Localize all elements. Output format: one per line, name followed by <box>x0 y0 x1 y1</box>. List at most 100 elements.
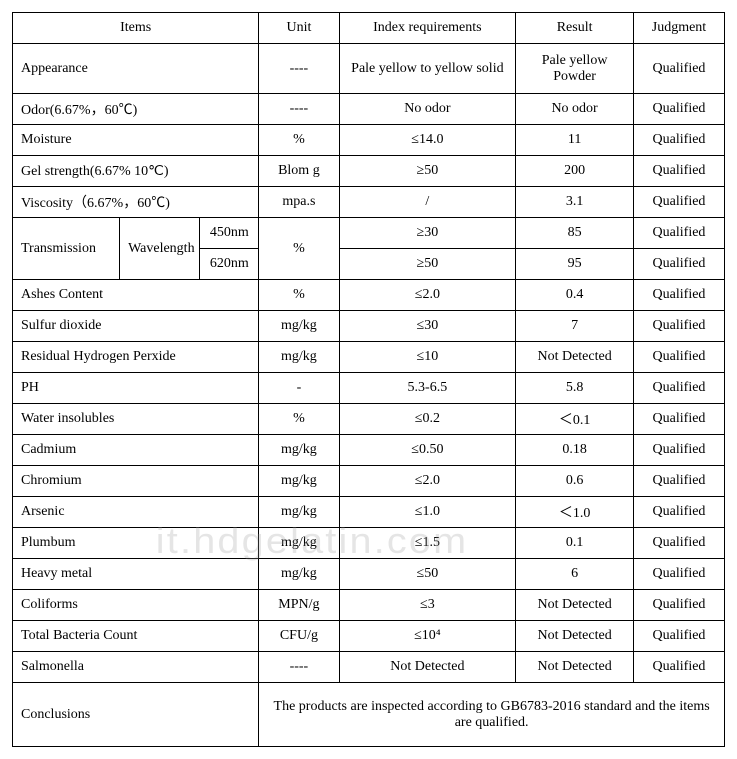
row-conclusions: Conclusions The products are inspected a… <box>13 683 725 747</box>
cell-item: Odor(6.67%，60℃) <box>13 94 259 125</box>
cell-result: 0.4 <box>516 280 634 311</box>
row-ph: PH - 5.3-6.5 5.8 Qualified <box>13 373 725 404</box>
cell-index: ≤3 <box>339 590 516 621</box>
cell-index: ≤1.5 <box>339 528 516 559</box>
cell-judgment: Qualified <box>633 187 724 218</box>
row-arsenic: Arsenic mg/kg ≤1.0 ＜1.0 Qualified <box>13 497 725 528</box>
conclusions-label: Conclusions <box>13 683 259 747</box>
cell-unit: - <box>259 373 339 404</box>
cell-item: Residual Hydrogen Perxide <box>13 342 259 373</box>
cell-result: 0.1 <box>516 528 634 559</box>
row-viscosity: Viscosity（6.67%，60℃) mpa.s / 3.1 Qualifi… <box>13 187 725 218</box>
cell-index: ≤14.0 <box>339 125 516 156</box>
cell-unit: % <box>259 404 339 435</box>
cell-unit: mg/kg <box>259 342 339 373</box>
row-gel: Gel strength(6.67% 10℃) Blom g ≥50 200 Q… <box>13 156 725 187</box>
cell-unit: ---- <box>259 652 339 683</box>
conclusions-text: The products are inspected according to … <box>259 683 725 747</box>
cell-index: ≥50 <box>339 249 516 280</box>
cell-judgment: Qualified <box>633 559 724 590</box>
cell-unit: % <box>259 125 339 156</box>
row-sulfur: Sulfur dioxide mg/kg ≤30 7 Qualified <box>13 311 725 342</box>
row-water: Water insolubles % ≤0.2 ＜0.1 Qualified <box>13 404 725 435</box>
cell-result: Not Detected <box>516 621 634 652</box>
row-moisture: Moisture % ≤14.0 11 Qualified <box>13 125 725 156</box>
cell-wl: 450nm <box>200 218 259 249</box>
cell-item: Coliforms <box>13 590 259 621</box>
cell-result: ＜0.1 <box>516 404 634 435</box>
cell-result: 3.1 <box>516 187 634 218</box>
spec-table: Items Unit Index requirements Result Jud… <box>12 12 725 747</box>
cell-item: Sulfur dioxide <box>13 311 259 342</box>
row-coliforms: Coliforms MPN/g ≤3 Not Detected Qualifie… <box>13 590 725 621</box>
cell-transmission: Transmission <box>13 218 120 280</box>
header-judgment: Judgment <box>633 13 724 44</box>
header-row: Items Unit Index requirements Result Jud… <box>13 13 725 44</box>
cell-index: ≥50 <box>339 156 516 187</box>
cell-unit: CFU/g <box>259 621 339 652</box>
cell-unit: mg/kg <box>259 559 339 590</box>
cell-unit: ---- <box>259 44 339 94</box>
cell-unit: mg/kg <box>259 497 339 528</box>
cell-item: Heavy metal <box>13 559 259 590</box>
cell-index: / <box>339 187 516 218</box>
header-index: Index requirements <box>339 13 516 44</box>
cell-item: Moisture <box>13 125 259 156</box>
cell-unit: Blom g <box>259 156 339 187</box>
cell-result: 5.8 <box>516 373 634 404</box>
cell-item: Plumbum <box>13 528 259 559</box>
cell-judgment: Qualified <box>633 466 724 497</box>
cell-judgment: Qualified <box>633 156 724 187</box>
cell-wl: 620nm <box>200 249 259 280</box>
cell-judgment: Qualified <box>633 373 724 404</box>
cell-result: 6 <box>516 559 634 590</box>
cell-index: ≤50 <box>339 559 516 590</box>
cell-item: Salmonella <box>13 652 259 683</box>
cell-judgment: Qualified <box>633 280 724 311</box>
cell-result: 200 <box>516 156 634 187</box>
cell-judgment: Qualified <box>633 311 724 342</box>
row-odor: Odor(6.67%，60℃) ---- No odor No odor Qua… <box>13 94 725 125</box>
cell-index: ≤2.0 <box>339 280 516 311</box>
header-unit: Unit <box>259 13 339 44</box>
cell-unit: mg/kg <box>259 466 339 497</box>
row-bacteria: Total Bacteria Count CFU/g ≤10⁴ Not Dete… <box>13 621 725 652</box>
cell-unit: % <box>259 280 339 311</box>
cell-item: Water insolubles <box>13 404 259 435</box>
header-items: Items <box>13 13 259 44</box>
cell-index: No odor <box>339 94 516 125</box>
cell-index: Pale yellow to yellow solid <box>339 44 516 94</box>
cell-judgment: Qualified <box>633 125 724 156</box>
row-wl450: Transmission Wavelength 450nm % ≥30 85 Q… <box>13 218 725 249</box>
cell-result: Not Detected <box>516 590 634 621</box>
cell-item: Total Bacteria Count <box>13 621 259 652</box>
cell-result: 11 <box>516 125 634 156</box>
cell-result: Pale yellow Powder <box>516 44 634 94</box>
cell-unit: ---- <box>259 94 339 125</box>
cell-judgment: Qualified <box>633 497 724 528</box>
cell-unit: mg/kg <box>259 311 339 342</box>
cell-index: ≤0.2 <box>339 404 516 435</box>
cell-unit: MPN/g <box>259 590 339 621</box>
cell-result: 0.18 <box>516 435 634 466</box>
cell-result: Not Detected <box>516 342 634 373</box>
cell-judgment: Qualified <box>633 528 724 559</box>
row-salmonella: Salmonella ---- Not Detected Not Detecte… <box>13 652 725 683</box>
cell-item: PH <box>13 373 259 404</box>
cell-result: Not Detected <box>516 652 634 683</box>
cell-item: Viscosity（6.67%，60℃) <box>13 187 259 218</box>
cell-index: Not Detected <box>339 652 516 683</box>
cell-wavelength: Wavelength <box>120 218 200 280</box>
cell-index: ≤2.0 <box>339 466 516 497</box>
row-ashes: Ashes Content % ≤2.0 0.4 Qualified <box>13 280 725 311</box>
cell-result: ＜1.0 <box>516 497 634 528</box>
cell-judgment: Qualified <box>633 249 724 280</box>
row-residual: Residual Hydrogen Perxide mg/kg ≤10 Not … <box>13 342 725 373</box>
cell-index: ≤0.50 <box>339 435 516 466</box>
cell-item: Arsenic <box>13 497 259 528</box>
cell-item: Gel strength(6.67% 10℃) <box>13 156 259 187</box>
cell-result: 7 <box>516 311 634 342</box>
cell-index: ≤10⁴ <box>339 621 516 652</box>
cell-unit: mg/kg <box>259 528 339 559</box>
cell-unit: mpa.s <box>259 187 339 218</box>
